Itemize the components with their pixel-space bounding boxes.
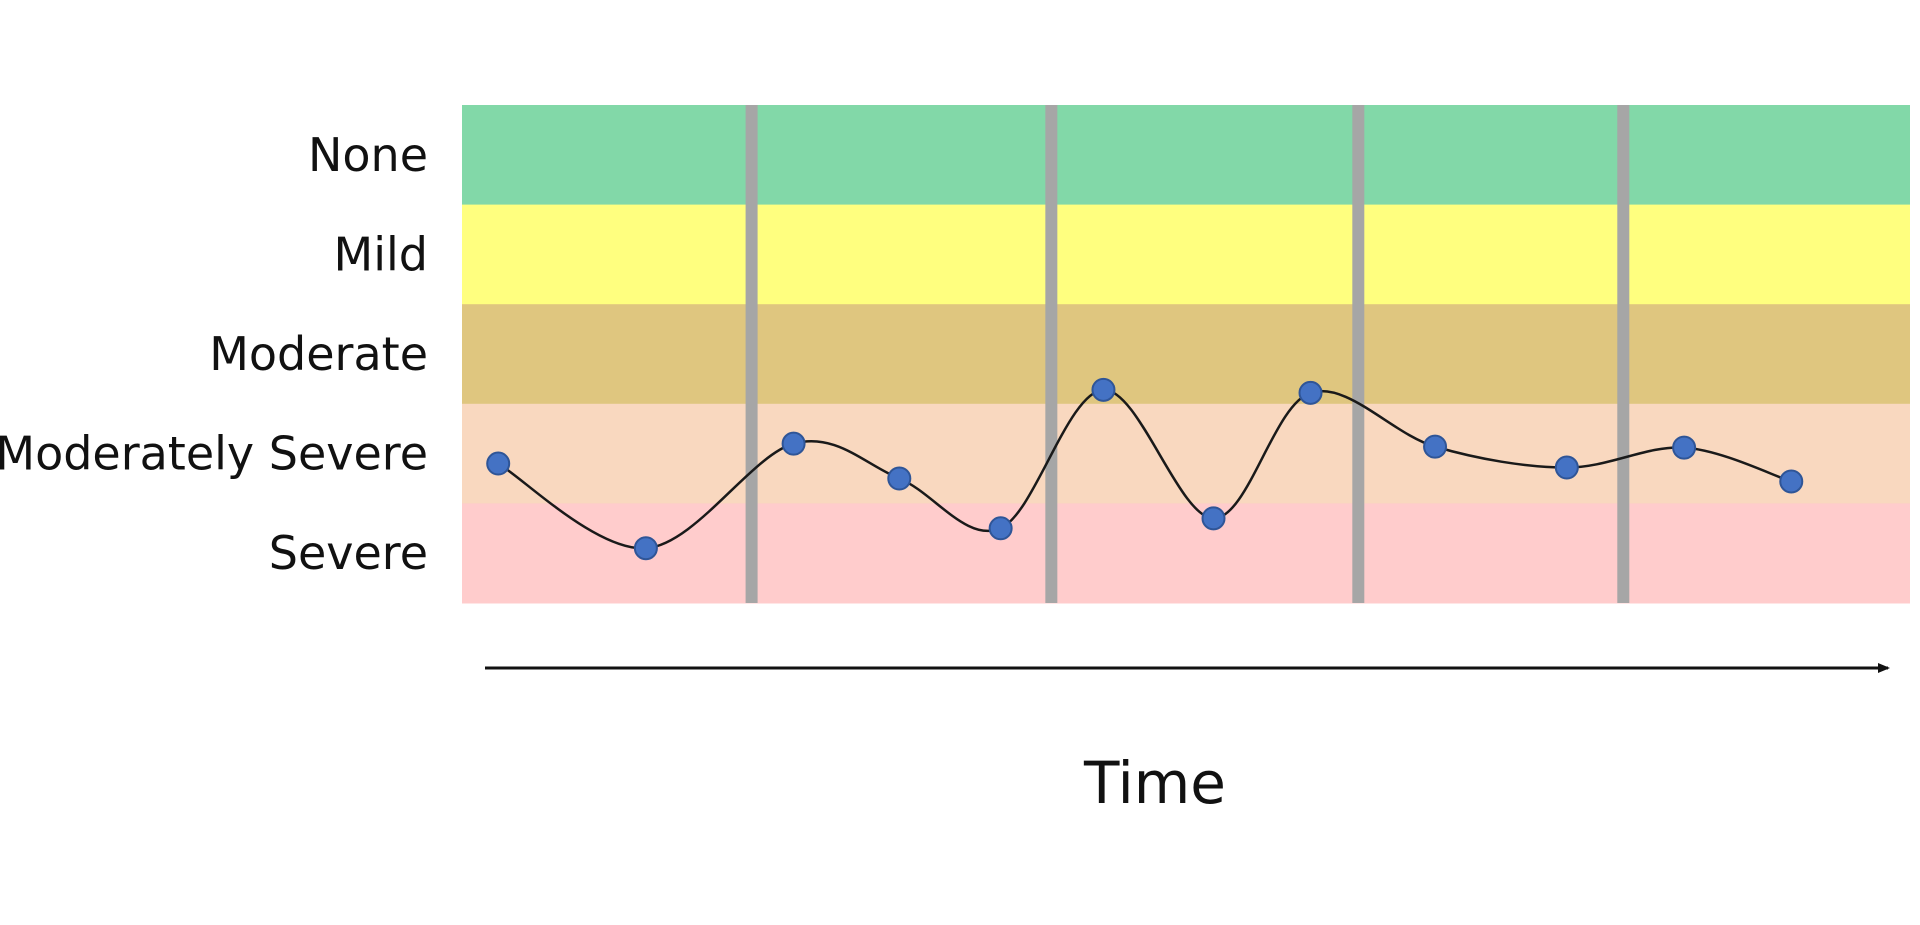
severity-label-none: None [308, 128, 428, 182]
data-point-1 [486, 451, 511, 476]
severity-labels: None Mild Moderate Moderately Severe Severe [0, 128, 428, 580]
severity-band-mild [462, 204, 1910, 305]
phase-separators [745, 105, 1630, 603]
data-point-11 [1672, 435, 1697, 460]
severity-band-moderate [462, 304, 1910, 405]
severity-bands [462, 105, 1910, 604]
data-point-5 [988, 516, 1013, 541]
severity-label-moderate: Moderate [209, 327, 428, 381]
severity-band-none [462, 105, 1910, 206]
data-point-3 [781, 431, 806, 456]
data-point-4 [887, 466, 912, 491]
severity-label-moderately-severe: Moderately Severe [0, 427, 428, 481]
severity-band-severe [462, 503, 1910, 604]
data-point-9 [1423, 434, 1448, 459]
data-point-2 [633, 536, 658, 561]
data-points [486, 377, 1804, 561]
data-point-10 [1554, 455, 1579, 480]
severity-label-mild: Mild [334, 227, 428, 281]
data-point-6 [1091, 377, 1116, 402]
data-point-8 [1298, 380, 1323, 405]
x-axis-title: Time [1083, 749, 1226, 817]
data-point-12 [1779, 469, 1804, 494]
severity-label-severe: Severe [269, 526, 428, 580]
severity-band-moderately-severe [462, 403, 1910, 504]
data-point-7 [1201, 506, 1226, 531]
